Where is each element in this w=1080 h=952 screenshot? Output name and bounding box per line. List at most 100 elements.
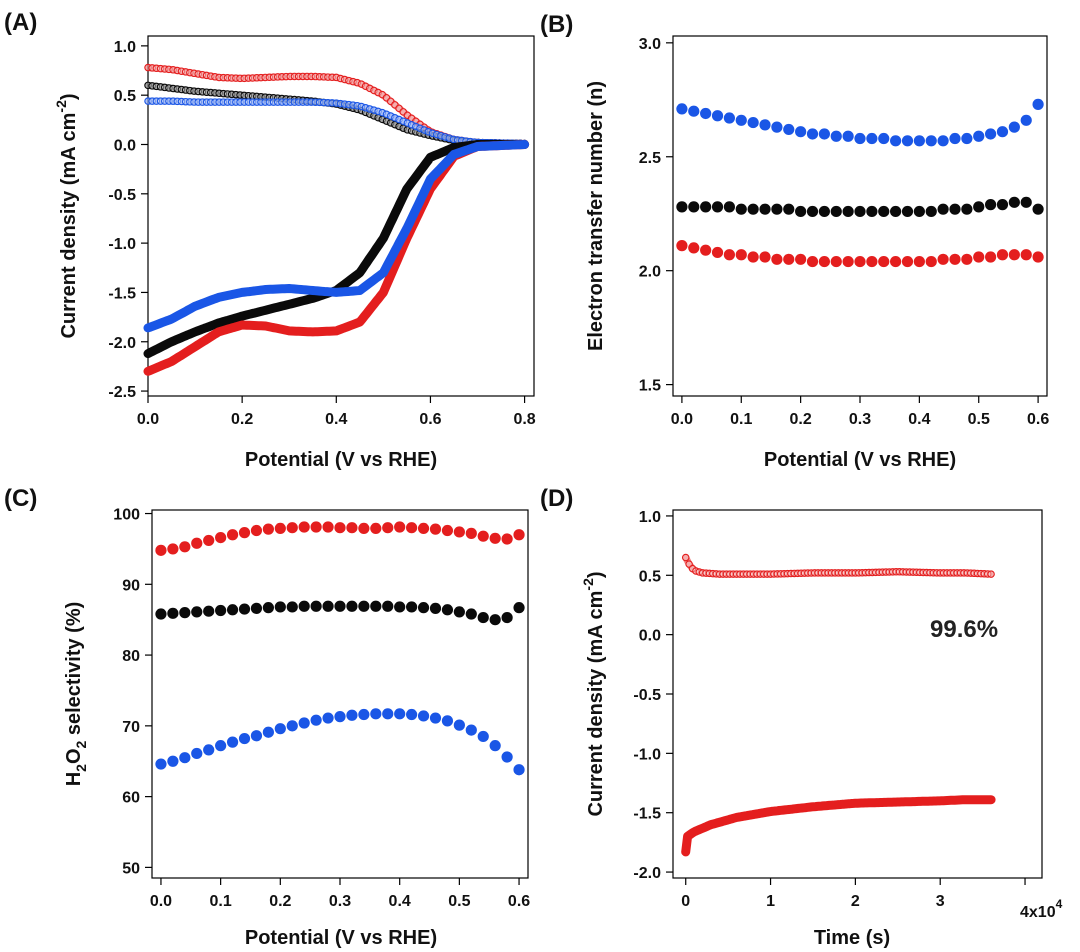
panel-a-y-axis-title-main: Current density (mA cm [58,113,80,339]
panel-b-data-point [783,203,795,215]
panel-c-data-point [429,523,442,535]
panel-d-y-tick-label: 1.0 [639,509,661,526]
panel-b-data-point [806,128,819,140]
panel-b-data-point [700,244,712,256]
panel-c-data-point [477,530,489,542]
panel-b-data-point [985,199,997,211]
panel-c-data-point [465,724,477,736]
panel-c-data-point [238,603,251,615]
panel-a-data-marker [370,86,378,95]
panel-c-data-point [179,541,191,553]
panel-b-data-point [985,128,997,140]
panel-a-data-marker [366,105,374,113]
panel-c-data-point [501,611,513,624]
panel-c-data-point [453,526,465,538]
panel-c-data-point [334,522,346,534]
panel-a-x-tick-label: 0.0 [137,411,159,428]
panel-b-data-point [1020,249,1032,261]
panel-c-data-point [298,521,310,533]
panel-b-data-point [676,240,688,252]
panel-c-x-tick-label: 0.5 [448,893,470,910]
panel-c-data-point [489,532,501,544]
panel-c-y-axis-title: H2O2 selectivity (%) [63,602,89,787]
panel-c-data-point [370,600,382,612]
panel-c-data-point [310,521,322,533]
panel-b-data-point [783,253,795,265]
panel-b-label: (B) [540,11,573,38]
panel-b-data-point [830,130,842,142]
panel-b-data-point [688,242,700,254]
panel-b-x-tick-label: 0.2 [790,411,812,428]
panel-c-data-point [441,604,454,616]
panel-b-data-point [806,255,819,268]
panel-b-data-point [996,126,1009,138]
panel-a-data-marker [412,122,420,131]
panel-b-data-point [795,205,807,218]
panel-b-data-point [711,110,724,122]
panel-b-data-point [711,246,724,259]
panel-b-data-point [973,251,985,263]
panel-c-series-black [155,600,525,626]
panel-c-data-point [417,710,430,722]
panel-c-data-point [370,708,382,720]
panel-d-y-axis-title-main: Current density (mA cm [585,591,607,817]
panel-c-data-point [310,600,322,612]
panel-c-data-point [286,522,298,534]
panel-c-data-point [489,614,501,626]
panel-c-y-tick-label: 70 [122,719,140,736]
panel-a-data-marker [361,103,370,112]
panel-b-data-point [830,205,842,218]
panel-b-x-tick-label: 0.1 [730,411,752,428]
panel-c-data-point [358,600,370,612]
panel-a-data-marker [395,115,403,124]
panel-c-data-point [429,712,442,724]
panel-b-data-point [723,249,735,261]
panel-c-data-point [453,606,465,618]
panel-c-data-point [191,747,203,760]
panel-c-data-point [441,715,454,727]
panel-d-y-tick-label: -0.5 [633,687,661,704]
panel-b-data-point [723,201,735,213]
panel-c-data-point [262,602,274,614]
panel-b-data-point [735,249,747,261]
panel-b-y-tick-label: 1.5 [639,378,661,395]
panel-c-data-point [226,736,239,748]
panel-c-data-point [226,529,239,541]
panel-c-data-point [465,527,477,539]
panel-b-data-point [961,132,973,145]
panel-a-data-marker [403,119,412,127]
panel-b-data-point [688,201,700,213]
panel-c-data-point [513,764,525,776]
panel-b-data-point [913,135,925,147]
panel-a-data-marker [407,121,416,129]
panel-a-data-marker [441,133,449,141]
panel-a-y-axis-title-sup: -2 [53,100,69,113]
panel-d-annotation: 99.6% [930,616,998,643]
panel-b-data-point [700,107,712,120]
panel-a-series-black-disk-current [143,140,530,359]
panel-b-data-point [913,255,925,268]
panel-c-y-tick-label: 100 [113,507,140,524]
panel-c-data-point [477,611,489,624]
panel-b-data-point [973,130,985,142]
panel-a-ticks: 0.0 0.2 0.4 0.6 0.8 1.0 0.5 0.0 -0.5 -1.0 -1.5 -2.0… [108,39,535,428]
panel-b-data-point [890,205,902,218]
panel-d-data-marker [987,570,995,578]
panel-b-data-point [1032,98,1044,110]
panel-b-y-tick-label: 2.0 [639,264,661,281]
panel-a-series-black-ring-current [144,81,529,148]
panel-c-data-point [310,714,322,726]
panel-b-data-point [973,201,985,213]
panel-a-x-tick-label: 0.2 [231,411,253,428]
panel-c-data-point [191,537,203,549]
panel-b-data-point [759,119,771,131]
panel-c-data-point [179,607,191,619]
panel-a-data-marker [357,80,366,88]
panel-b-data-point [961,203,973,215]
panel-d-y-tick-label: -1.0 [633,746,661,763]
panel-b-data-point [925,255,937,268]
panel-b-data-point [937,203,949,215]
panel-b-x-axis-title: Potential (V vs RHE) [764,449,956,471]
panel-c-data-point [250,602,263,614]
panel-d-x-multiplier-base: 4x10 [1020,904,1056,921]
